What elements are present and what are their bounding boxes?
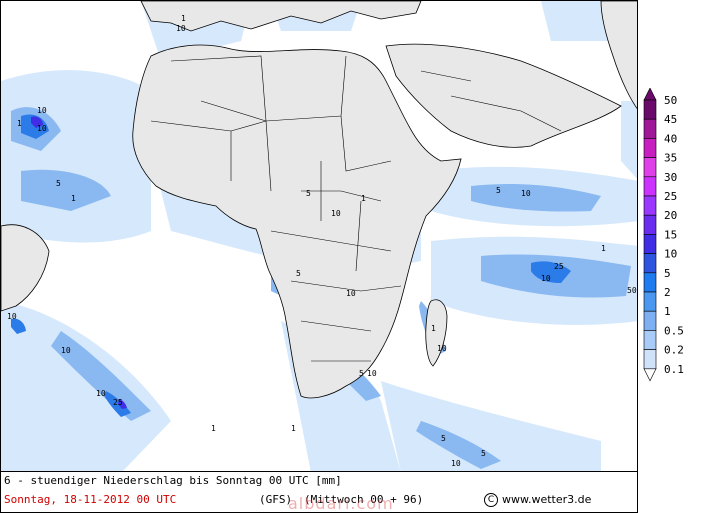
watermark: albdari.com bbox=[288, 494, 394, 513]
rain-label: 10 bbox=[331, 209, 341, 218]
legend-top-arrow bbox=[643, 87, 657, 101]
rain-label: 25 bbox=[554, 262, 564, 271]
rain-label: 10 bbox=[346, 289, 356, 298]
precip-peak-areas bbox=[31, 116, 127, 409]
legend-label: 5 bbox=[664, 267, 671, 280]
model-run: (Mittwoch 00 + 96) bbox=[304, 493, 424, 506]
rain-label: 10 bbox=[367, 369, 377, 378]
rain-label: 10 bbox=[37, 106, 47, 115]
legend-swatch bbox=[643, 234, 657, 254]
rain-label: 25 bbox=[113, 398, 123, 407]
rain-label: 50 bbox=[627, 286, 637, 295]
legend-swatch bbox=[643, 99, 657, 120]
credit-text: www.wetter3.de bbox=[502, 493, 592, 506]
legend-swatch bbox=[643, 330, 657, 350]
legend-swatch bbox=[643, 310, 657, 331]
rain-label: 1 bbox=[211, 424, 216, 433]
rain-label: 5 bbox=[306, 189, 311, 198]
legend-label: 40 bbox=[664, 132, 677, 145]
rain-label: 5 bbox=[296, 269, 301, 278]
legend-label: 15 bbox=[664, 228, 677, 241]
rain-label: 10 bbox=[37, 124, 47, 133]
legend-swatch bbox=[643, 118, 657, 139]
arabia bbox=[385, 43, 622, 148]
legend-label: 0.2 bbox=[664, 344, 684, 357]
legend-label: 0.1 bbox=[664, 363, 684, 376]
europe bbox=[140, 1, 422, 32]
legend-label: 1 bbox=[664, 305, 671, 318]
legend-label: 25 bbox=[664, 190, 677, 203]
legend-swatch bbox=[643, 157, 657, 178]
legend-label: 50 bbox=[664, 94, 677, 107]
legend-label: 2 bbox=[664, 286, 671, 299]
legend-swatch bbox=[643, 349, 657, 370]
legend-label: 45 bbox=[664, 113, 677, 126]
rain-label: 5 bbox=[481, 449, 486, 458]
rain-label: 1 bbox=[361, 194, 366, 203]
rain-label: 5 bbox=[56, 179, 61, 188]
legend-scale: 50 45 40 35 30 25 20 15 10 5 2 1 0.5 0.2 0.1 bbox=[643, 87, 684, 382]
rain-label: 10 bbox=[96, 389, 106, 398]
rain-label: 1 bbox=[291, 424, 296, 433]
madagascar bbox=[425, 299, 448, 367]
rain-label: 1 bbox=[181, 14, 186, 23]
map-canvas: 10 1 10 5 1 10 10 25 10 5 10 1 5 10 5 10… bbox=[1, 1, 637, 471]
rain-label: 10 bbox=[521, 189, 531, 198]
rain-label: 5 bbox=[441, 434, 446, 443]
rain-label: 5 bbox=[496, 186, 501, 195]
land bbox=[1, 1, 637, 399]
south-america bbox=[1, 224, 50, 312]
legend-label: 20 bbox=[664, 209, 677, 222]
africa bbox=[132, 44, 462, 399]
rain-label: 10 bbox=[176, 24, 186, 33]
rain-label: 10 bbox=[7, 312, 17, 321]
legend-label: 0.5 bbox=[664, 324, 684, 337]
rain-value-labels: 10 1 10 5 1 10 10 25 10 5 10 1 5 10 5 10… bbox=[7, 14, 637, 468]
legend-label: 30 bbox=[664, 171, 677, 184]
map-footer: 6 - stuendiger Niederschlag bis Sonntag … bbox=[0, 472, 638, 513]
legend-bottom-arrow bbox=[643, 368, 657, 382]
copyright-icon: C bbox=[484, 493, 498, 507]
rain-label: 5 bbox=[359, 369, 364, 378]
country-borders bbox=[150, 55, 562, 362]
legend-swatch bbox=[643, 138, 657, 158]
model-name: (GFS) bbox=[259, 493, 293, 506]
rain-label: 10 bbox=[541, 274, 551, 283]
rain-label: 1 bbox=[17, 119, 22, 128]
legend-swatch bbox=[643, 176, 657, 197]
valid-date: Sonntag, 18-11-2012 00 UTC bbox=[4, 493, 177, 506]
rain-label: 10 bbox=[451, 459, 461, 468]
legend-swatch bbox=[643, 291, 657, 312]
rain-label: 1 bbox=[601, 244, 606, 253]
rain-label: 10 bbox=[61, 346, 71, 355]
legend-swatch bbox=[643, 214, 657, 235]
rain-label: 1 bbox=[71, 194, 76, 203]
legend-swatch bbox=[643, 195, 657, 216]
legend-swatch bbox=[643, 253, 657, 274]
legend-label: 10 bbox=[664, 248, 677, 261]
precipitation-map: 10 1 10 5 1 10 10 25 10 5 10 1 5 10 5 10… bbox=[0, 0, 638, 472]
map-title: 6 - stuendiger Niederschlag bis Sonntag … bbox=[4, 474, 342, 487]
india bbox=[600, 1, 637, 109]
color-legend: 50 45 40 35 30 25 20 15 10 5 2 1 0.5 0.2 0.1 bbox=[640, 87, 704, 394]
rain-label: 10 bbox=[437, 344, 447, 353]
rain-label: 1 bbox=[431, 324, 436, 333]
legend-swatch bbox=[643, 272, 657, 293]
legend-label: 35 bbox=[664, 152, 677, 165]
